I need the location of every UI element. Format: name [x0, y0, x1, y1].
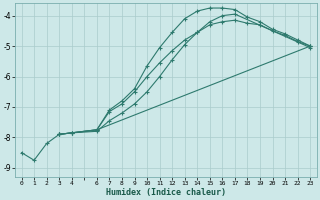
X-axis label: Humidex (Indice chaleur): Humidex (Indice chaleur) [106, 188, 226, 197]
